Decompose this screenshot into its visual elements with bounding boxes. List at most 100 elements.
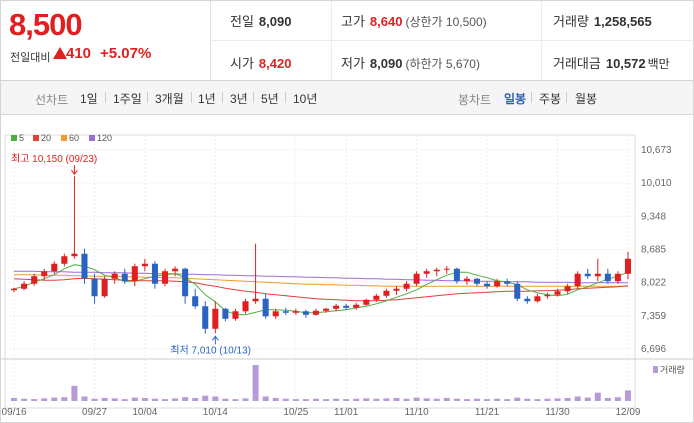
candle-body — [161, 271, 169, 284]
volume-bar — [101, 397, 108, 401]
candle-body — [383, 290, 390, 296]
candle-body — [292, 311, 299, 313]
volume-bar — [594, 392, 601, 401]
candle-body — [473, 278, 481, 284]
x-tick-label: 10/14 — [203, 407, 228, 418]
volume-bar — [554, 398, 561, 401]
candle-body — [443, 268, 450, 270]
volume-bar — [423, 398, 430, 401]
candle-body — [192, 296, 199, 307]
candle-body — [463, 278, 470, 282]
tab-5y[interactable]: 5년 — [261, 92, 279, 106]
volume-bar — [282, 398, 289, 401]
tab-1y[interactable]: 1년 — [198, 92, 216, 106]
volume-bar — [272, 397, 279, 401]
legend-swatch — [33, 135, 39, 141]
candle-body — [272, 311, 279, 317]
volume-bar — [252, 365, 259, 401]
open-value: 8,420 — [258, 56, 292, 71]
tab-daily[interactable]: 일봉 — [504, 92, 527, 106]
volume-bar — [31, 399, 38, 401]
volume-bar — [413, 397, 420, 401]
candle-body — [282, 311, 289, 313]
candle-body — [182, 268, 189, 297]
separator — [285, 92, 286, 103]
low-arrow-head — [211, 335, 219, 341]
divider — [331, 1, 332, 80]
tab-3m[interactable]: 3개월 — [155, 92, 184, 106]
candle-body — [604, 273, 611, 282]
candle-body — [312, 310, 319, 315]
candle-body — [353, 304, 360, 308]
plot-frame — [4, 134, 636, 409]
current-price: 8,500 — [9, 7, 83, 42]
tab-1d[interactable]: 1일 — [80, 92, 98, 106]
candle-body — [504, 281, 511, 284]
volume-bar — [202, 395, 209, 401]
candle-body — [121, 273, 128, 282]
x-tick-label: 11/01 — [334, 407, 359, 418]
prev-close-value: 8,090 — [258, 14, 292, 29]
change-amount: 410 — [66, 45, 92, 62]
volume-bar — [212, 396, 219, 401]
volume-bar — [141, 397, 148, 401]
volume-bar — [302, 399, 309, 401]
volume-bar — [333, 398, 340, 401]
upper-limit: (상한가 10,500) — [405, 15, 487, 29]
candle-body — [222, 308, 229, 319]
price-box: 8,500 전일대비 410 +5.07% — [1, 1, 211, 80]
tab-1w[interactable]: 1주일 — [113, 92, 142, 106]
up-triangle-icon — [53, 47, 67, 59]
volume-bar — [624, 390, 631, 401]
volume-bar — [192, 397, 199, 401]
candle-body — [494, 281, 501, 287]
legend-label: 5 — [19, 133, 24, 143]
period-tab-bar: 선차트 1일 1주일 3개월 1년 3년 5년 10년 봉차트 일봉 주봉 월봉 — [0, 81, 694, 115]
volume-bar — [71, 385, 78, 401]
ma20-line — [13, 277, 629, 302]
volume-bar — [443, 397, 450, 401]
tab-weekly[interactable]: 주봉 — [539, 92, 562, 106]
volume-bar — [544, 398, 551, 401]
amount-label: 거래대금 — [553, 56, 601, 71]
volume-bar — [172, 398, 179, 401]
y-tick-label: 6,696 — [641, 344, 666, 355]
volume-bar — [473, 398, 481, 401]
tab-3y[interactable]: 3년 — [230, 92, 248, 106]
legend-swatch — [61, 135, 67, 141]
high-label: 고가 — [341, 14, 365, 29]
x-tick-label: 09/27 — [82, 407, 107, 418]
low-label: 저가 — [341, 56, 365, 71]
open-price: 시가 8,420 — [230, 53, 291, 72]
chart-svg: 10,673 10,010 9,348 8,685 8,022 7,359 6,696 09/… — [1, 133, 693, 418]
candle-body — [91, 278, 98, 297]
candle-body — [21, 283, 28, 289]
volume-bar — [51, 397, 58, 401]
candle-body — [574, 273, 581, 287]
candle-body — [61, 256, 68, 264]
volume-bar — [131, 397, 138, 401]
x-tick-label: 12/09 — [615, 407, 640, 418]
y-tick-label: 10,010 — [641, 178, 672, 189]
candle-body — [423, 271, 430, 274]
tab-10y[interactable]: 10년 — [293, 92, 318, 106]
candle-body — [101, 278, 108, 297]
volume-bar — [484, 399, 491, 401]
prev-close-label: 전일 — [230, 14, 254, 29]
volume-bar — [524, 398, 531, 401]
volume-bar — [242, 398, 249, 401]
candle-body — [131, 266, 138, 282]
volume-bar — [614, 397, 621, 401]
candle-body — [232, 311, 239, 319]
volume-bar — [41, 398, 48, 401]
separator — [253, 92, 254, 103]
volume-bar — [323, 399, 330, 401]
volume-bar — [262, 396, 269, 401]
tab-monthly[interactable]: 월봉 — [575, 92, 598, 106]
volume-bar — [383, 398, 390, 401]
volume-bar — [353, 398, 360, 401]
candle-body — [51, 263, 58, 272]
volume-bar — [182, 397, 189, 401]
amount-unit: 백만 — [647, 57, 670, 71]
volume-bar — [363, 398, 370, 401]
